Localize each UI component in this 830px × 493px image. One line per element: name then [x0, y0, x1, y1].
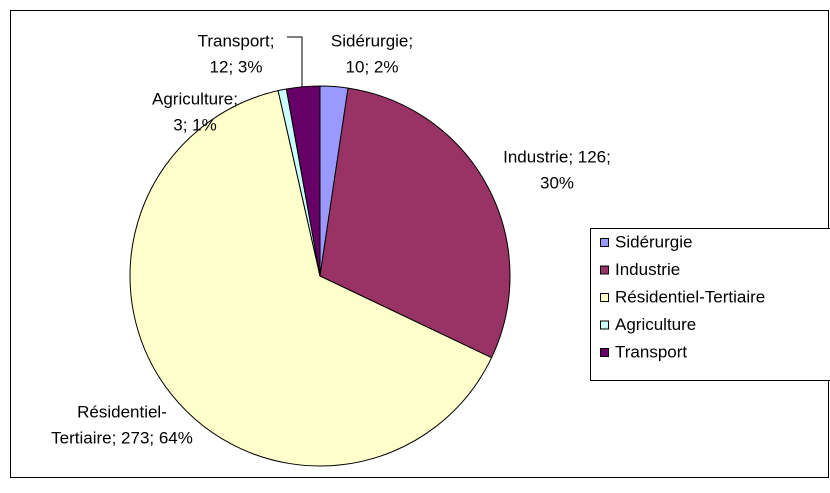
legend-swatch — [601, 349, 609, 357]
legend-label: Agriculture — [615, 315, 696, 334]
data-label: 30% — [540, 173, 574, 192]
data-label: 3; 1% — [173, 115, 216, 134]
data-label: 10; 2% — [346, 57, 399, 76]
data-label: Transport; — [198, 31, 275, 50]
legend-label: Transport — [615, 342, 687, 361]
data-label: Agriculture; — [152, 89, 238, 108]
data-label: 12; 3% — [210, 57, 263, 76]
data-label: Industrie; 126; — [503, 147, 611, 166]
data-label: Sidérurgie; — [331, 31, 413, 50]
data-label: Résidentiel- — [77, 402, 167, 421]
legend-label: Industrie — [615, 260, 680, 279]
data-label: Tertiaire; 273; 64% — [51, 428, 193, 447]
legend-label: Sidérurgie — [615, 232, 693, 251]
legend-swatch — [601, 239, 609, 247]
legend-swatch — [601, 294, 609, 302]
legend-label: Résidentiel-Tertiaire — [615, 287, 765, 306]
legend-swatch — [601, 266, 609, 274]
legend-swatch — [601, 321, 609, 329]
